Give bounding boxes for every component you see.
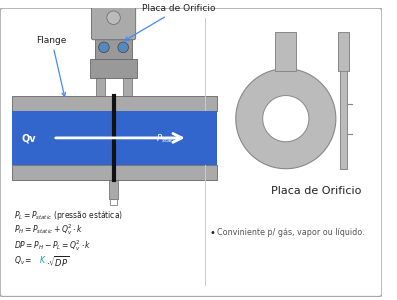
Polygon shape xyxy=(263,96,309,142)
Text: Flange: Flange xyxy=(37,36,67,96)
Circle shape xyxy=(118,42,129,52)
Circle shape xyxy=(98,42,109,52)
Bar xyxy=(12,111,216,165)
Bar xyxy=(96,78,105,96)
Text: Placa de Orificio: Placa de Orificio xyxy=(272,186,362,196)
Polygon shape xyxy=(236,69,336,169)
Circle shape xyxy=(107,11,120,25)
Text: $P_{static}$: $P_{static}$ xyxy=(156,133,179,145)
Bar xyxy=(110,200,118,205)
FancyBboxPatch shape xyxy=(91,0,136,40)
Text: Qv: Qv xyxy=(21,134,36,144)
Text: $K$: $K$ xyxy=(39,254,47,265)
Text: •: • xyxy=(210,228,216,239)
Bar xyxy=(91,59,137,78)
Bar xyxy=(340,69,347,169)
Text: $Q_v = $: $Q_v = $ xyxy=(14,254,33,267)
Text: $DP = P_H - P_L = Q_v^2 \cdot k$: $DP = P_H - P_L = Q_v^2 \cdot k$ xyxy=(14,238,92,253)
Bar xyxy=(109,180,118,200)
Bar xyxy=(12,165,216,180)
Bar xyxy=(275,32,297,70)
Text: $P_H = P_{static} + Q_v^2 \cdot k$: $P_H = P_{static} + Q_v^2 \cdot k$ xyxy=(14,222,84,236)
Text: Placa de Orificio: Placa de Orificio xyxy=(125,4,216,40)
Text: $\cdot \sqrt{DP}$: $\cdot \sqrt{DP}$ xyxy=(46,254,70,269)
Text: Conviniente p/ gás, vapor ou líquido.: Conviniente p/ gás, vapor ou líquido. xyxy=(218,228,365,237)
Bar xyxy=(95,38,132,59)
Bar xyxy=(12,96,216,111)
Bar xyxy=(123,78,132,96)
Bar xyxy=(338,32,349,70)
Text: $P_L = P_{static}$ (pressão estática): $P_L = P_{static}$ (pressão estática) xyxy=(14,209,123,222)
FancyBboxPatch shape xyxy=(0,8,382,297)
